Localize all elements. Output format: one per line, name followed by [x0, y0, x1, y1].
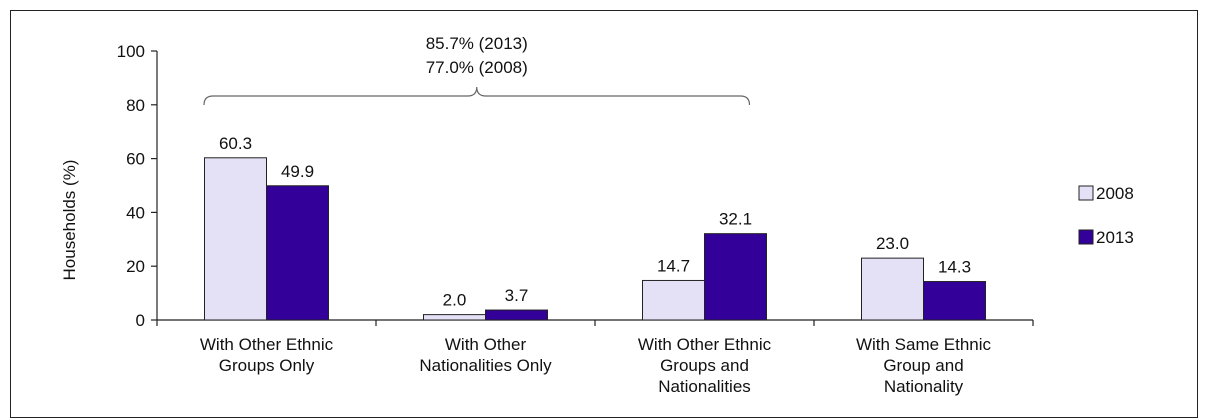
- y-tick-label: 0: [136, 311, 145, 330]
- bar-2013: [267, 186, 329, 320]
- category-label: With Other Ethnic Groups and Nationalities: [638, 335, 772, 396]
- legend-swatch-2008: [1079, 186, 1093, 200]
- legend-label-2008: 2008: [1096, 184, 1134, 203]
- y-tick-label: 80: [126, 96, 145, 115]
- data-label: 49.9: [281, 162, 314, 181]
- data-label: 2.0: [443, 291, 467, 310]
- category-label: With Other Nationalities Only: [419, 335, 552, 375]
- legend: 2008 2013: [1079, 184, 1134, 247]
- bar-2013: [486, 310, 548, 320]
- category-label: With Other Ethnic Groups Only: [200, 335, 334, 375]
- y-tick-label: 60: [126, 150, 145, 169]
- data-label: 32.1: [719, 210, 752, 229]
- annotation-text: 77.0% (2008): [426, 58, 528, 77]
- data-label: 23.0: [876, 234, 909, 253]
- annotation-bracket: 85.7% (2013) 77.0% (2008): [204, 34, 750, 105]
- y-axis-label: Households (%): [60, 160, 79, 281]
- data-label: 14.3: [938, 258, 971, 277]
- bracket-line: [204, 87, 750, 105]
- chart-frame: Households (%) 0 20 40 60 80 100 85.7% (2013)…: [10, 10, 1198, 418]
- legend-swatch-2013: [1079, 230, 1093, 244]
- bar-2013: [705, 234, 767, 320]
- y-tick-label: 40: [126, 203, 145, 222]
- category-label: With Same Ethnic Group and Nationality: [856, 335, 992, 396]
- bar-2008: [424, 315, 486, 320]
- bar-2008: [643, 280, 705, 320]
- y-tick-label: 20: [126, 257, 145, 276]
- bar-2013: [924, 282, 986, 320]
- data-label: 60.3: [219, 134, 252, 153]
- y-tick-label: 100: [117, 42, 145, 61]
- data-label: 14.7: [657, 256, 690, 275]
- bar-2008: [205, 158, 267, 320]
- bar-chart: Households (%) 0 20 40 60 80 100 85.7% (2013)…: [11, 11, 1199, 419]
- legend-label-2013: 2013: [1096, 228, 1134, 247]
- bar-2008: [862, 258, 924, 320]
- bars: 60.3 49.9 With Other Ethnic Groups Only 2.0 3…: [200, 134, 992, 396]
- data-label: 3.7: [505, 286, 529, 305]
- annotation-text: 85.7% (2013): [426, 34, 528, 53]
